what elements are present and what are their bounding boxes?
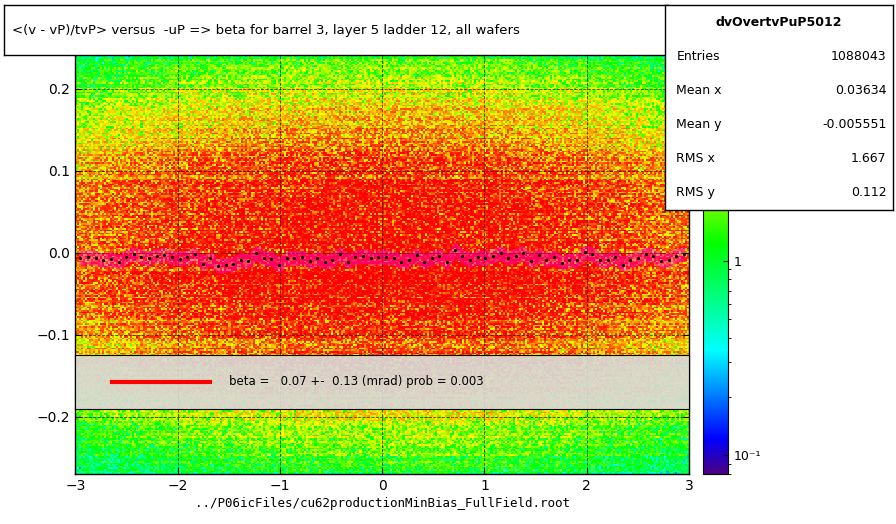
Text: RMS y: RMS y bbox=[676, 186, 715, 199]
Text: 0.03634: 0.03634 bbox=[835, 84, 886, 97]
Text: <(v - vP)/tvP> versus  -uP => beta for barrel 3, layer 5 ladder 12, all wafers: <(v - vP)/tvP> versus -uP => beta for ba… bbox=[13, 24, 521, 37]
Text: 1088043: 1088043 bbox=[831, 50, 886, 63]
Text: Entries: Entries bbox=[676, 50, 719, 63]
Text: beta =   0.07 +-  0.13 (mrad) prob = 0.003: beta = 0.07 +- 0.13 (mrad) prob = 0.003 bbox=[228, 376, 483, 388]
Text: 0.112: 0.112 bbox=[851, 186, 886, 199]
Text: RMS x: RMS x bbox=[676, 152, 715, 165]
Text: Mean x: Mean x bbox=[676, 84, 722, 97]
Text: 1.667: 1.667 bbox=[851, 152, 886, 165]
X-axis label: ../P06icFiles/cu62productionMinBias_FullField.root: ../P06icFiles/cu62productionMinBias_Full… bbox=[194, 497, 570, 510]
Text: -0.005551: -0.005551 bbox=[823, 118, 886, 131]
Text: dvOvertvPuP5012: dvOvertvPuP5012 bbox=[716, 16, 842, 29]
Text: Mean y: Mean y bbox=[676, 118, 722, 131]
